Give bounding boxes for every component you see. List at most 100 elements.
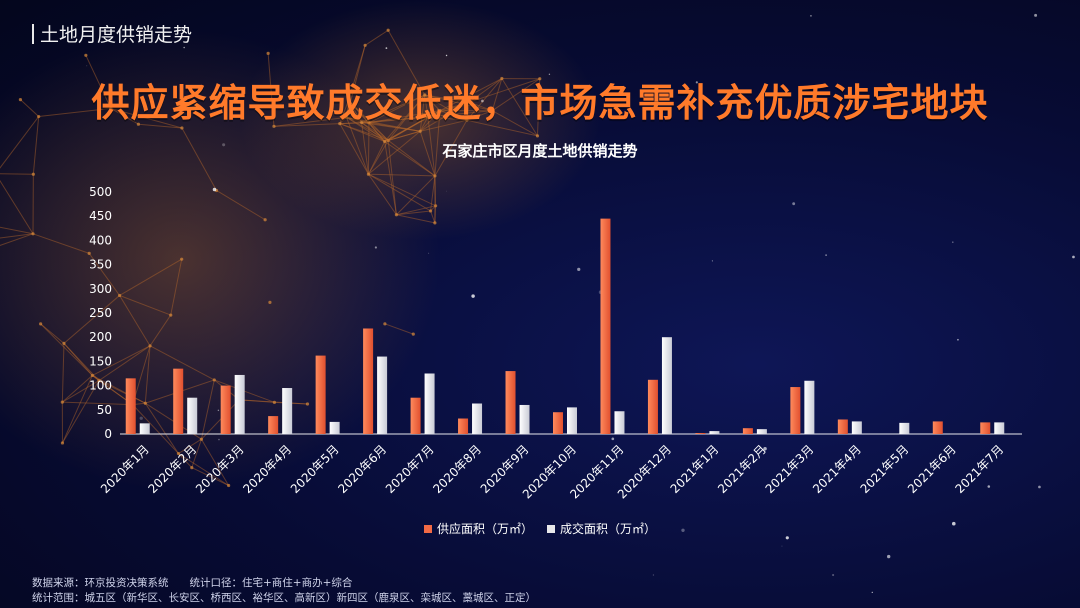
x-tick-label: 2021年2月 [715, 442, 769, 496]
y-tick-label: 350 [89, 258, 112, 272]
network-line [367, 141, 386, 175]
network-line [348, 99, 363, 123]
star-dot [1034, 13, 1038, 17]
network-line [536, 78, 541, 136]
network-line [339, 123, 385, 142]
star-dot [183, 46, 185, 49]
network-line [424, 94, 493, 112]
network-line [40, 323, 65, 344]
network-line [439, 101, 470, 112]
network-line [368, 122, 389, 141]
network-line [149, 345, 215, 381]
bar-supply [315, 355, 326, 434]
network-line [466, 110, 493, 121]
bar-deal [756, 429, 767, 434]
x-tick-label: 2020年3月 [193, 442, 247, 496]
network-line [346, 116, 362, 124]
network-line [178, 453, 229, 486]
section-label: 土地月度供销走势 [32, 20, 192, 47]
network-node [148, 344, 152, 348]
network-line [466, 102, 470, 121]
bar-supply [932, 421, 943, 434]
network-line [466, 119, 538, 137]
network-line [469, 78, 540, 103]
star-dot [1038, 485, 1041, 489]
network-line [368, 173, 431, 212]
network-line [38, 107, 111, 118]
bar-supply [410, 397, 421, 434]
x-tick-label: 2020年5月 [288, 442, 342, 496]
network-line [424, 94, 441, 111]
network-line [132, 404, 179, 454]
network-line [439, 110, 468, 121]
network-line [346, 45, 366, 118]
network-line [384, 141, 436, 177]
network-line [368, 173, 435, 177]
network-line [62, 380, 100, 444]
network-line [384, 130, 421, 142]
network-line [273, 123, 340, 127]
network-node [62, 341, 66, 345]
network-node [386, 138, 390, 142]
section-label-text: 土地月度供销走势 [40, 24, 193, 46]
star-dot [374, 246, 377, 249]
bar-supply [647, 379, 658, 434]
star-dot [446, 190, 447, 192]
x-tick-label: 2020年6月 [335, 442, 389, 496]
network-line [119, 294, 171, 316]
star-dot [428, 252, 430, 254]
bar-deal [899, 422, 910, 434]
y-tick-label: 0 [104, 427, 112, 441]
star-dot [611, 437, 615, 441]
network-node [31, 232, 35, 236]
bar-deal [424, 373, 435, 434]
network-line [92, 374, 146, 404]
legend-label-deal: 成交面积（万㎡） [560, 522, 657, 536]
network-line [85, 55, 112, 109]
network-line [119, 295, 151, 347]
network-line [110, 107, 139, 125]
star-dot [652, 574, 655, 576]
network-line [396, 205, 436, 216]
bar-supply [173, 368, 184, 434]
network-line [201, 399, 240, 440]
network-line [339, 122, 362, 125]
network-line [98, 380, 146, 404]
network-line [63, 295, 120, 344]
network-line [339, 123, 389, 141]
network-node [90, 373, 94, 378]
network-line [368, 130, 421, 175]
network-node [386, 28, 390, 32]
star-dot [681, 528, 685, 532]
network-line [469, 78, 503, 103]
network-line [170, 259, 183, 316]
legend-swatch-supply [423, 524, 432, 533]
network-node [266, 51, 270, 55]
star-dot [957, 338, 959, 341]
network-line [384, 94, 426, 142]
star-dot [951, 521, 956, 526]
bar-deal [377, 356, 388, 434]
network-node [199, 437, 204, 441]
x-tick-label: 2020年4月 [240, 442, 294, 496]
bar-supply [553, 412, 563, 434]
network-line [434, 110, 441, 176]
network-node [344, 115, 349, 119]
network-node [423, 93, 427, 97]
network-line [110, 107, 183, 129]
network-line [239, 399, 275, 403]
y-tick-label: 50 [97, 403, 112, 417]
network-line [61, 375, 93, 444]
network-line [427, 116, 467, 121]
network-line [32, 233, 90, 254]
network-line [368, 140, 389, 175]
bar-supply [600, 218, 611, 434]
y-tick-label: 400 [89, 233, 112, 247]
x-tick-label: 2021年1月 [668, 442, 722, 496]
network-line [191, 467, 229, 486]
network-node [383, 322, 387, 326]
network-node [263, 218, 267, 222]
network-node [268, 300, 272, 304]
network-line [361, 116, 428, 124]
network-node [109, 106, 113, 111]
